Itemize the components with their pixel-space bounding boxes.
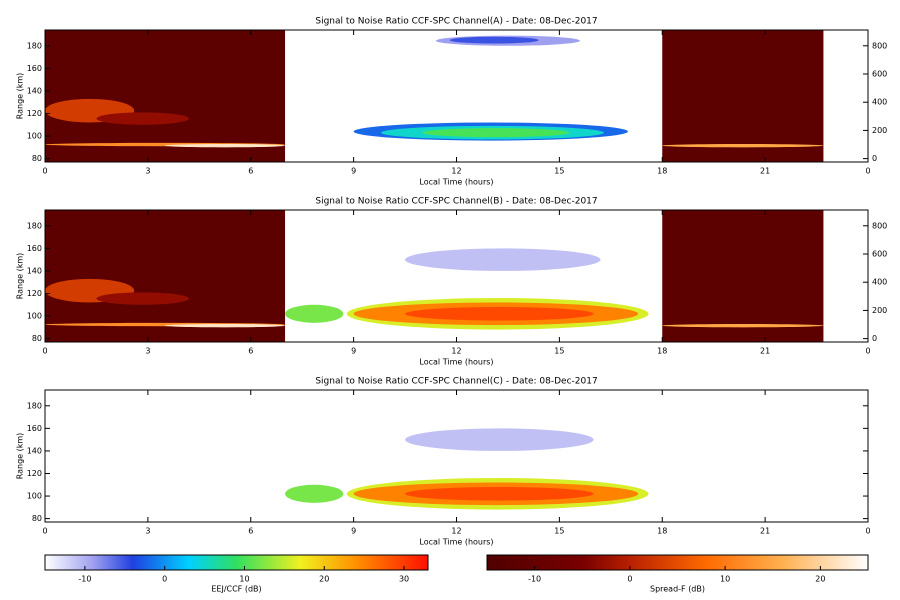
- x-tick-label: 6: [248, 347, 253, 356]
- x-tick-label: 0: [42, 347, 47, 356]
- spreadf-region: [96, 292, 190, 305]
- background-region: [45, 30, 286, 162]
- eej-region: [285, 304, 344, 323]
- background-region: [662, 30, 824, 162]
- x-tick-label: 0: [865, 347, 870, 356]
- background-region: [45, 210, 286, 342]
- eej-region: [285, 484, 344, 503]
- colorbar-tick-label: 30: [399, 575, 409, 584]
- colorbar: [486, 554, 869, 571]
- y-tick-label: 80: [32, 334, 42, 343]
- x-tick-label: 9: [351, 527, 356, 536]
- x-tick-label: 12: [451, 167, 461, 176]
- chart-title: Signal to Noise Ratio CCF-SPC Channel(B)…: [315, 197, 597, 207]
- x-tick-label: 6: [248, 527, 253, 536]
- background-region: [662, 210, 824, 342]
- spreadf-region: [165, 143, 286, 148]
- eej-region: [405, 428, 594, 451]
- y-axis-label: Range (km): [16, 253, 25, 300]
- y2-tick-label: 600: [872, 70, 887, 79]
- colorbar-tick-label: -10: [528, 575, 541, 584]
- plot-area: [45, 210, 824, 342]
- x-tick-label: 0: [865, 167, 870, 176]
- y-tick-label: 100: [27, 492, 42, 501]
- y2-tick-label: 800: [872, 221, 887, 230]
- spreadf-region: [662, 143, 824, 148]
- y2-tick-label: 0: [872, 334, 877, 343]
- y2-tick-label: 200: [872, 126, 887, 135]
- x-tick-label: 0: [42, 167, 47, 176]
- y-axis-label: Range (km): [16, 433, 25, 480]
- x-tick-label: 12: [451, 347, 461, 356]
- eej-region: [405, 248, 601, 271]
- colorbar-tick-label: 0: [162, 575, 167, 584]
- y-tick-label: 160: [27, 244, 42, 253]
- x-axis-label: Local Time (hours): [419, 538, 493, 547]
- y-tick-label: 140: [27, 446, 42, 455]
- x-tick-label: 15: [554, 527, 564, 536]
- x-tick-label: 21: [760, 347, 770, 356]
- x-tick-label: 15: [554, 167, 564, 176]
- plot-area: [285, 428, 649, 510]
- colorbar-label: EEJ/CCF (dB): [211, 585, 261, 594]
- y2-tick-label: 600: [872, 250, 887, 259]
- y-tick-label: 100: [27, 312, 42, 321]
- spreadf-region: [165, 323, 286, 328]
- colorbar-tick-label: 10: [720, 575, 730, 584]
- y-tick-label: 80: [32, 154, 42, 163]
- y-tick-label: 120: [27, 109, 42, 118]
- x-tick-label: 3: [145, 167, 150, 176]
- x-tick-label: 21: [760, 167, 770, 176]
- y-tick-label: 140: [27, 266, 42, 275]
- x-tick-label: 6: [248, 167, 253, 176]
- colorbar-tick-label: 10: [239, 575, 249, 584]
- x-tick-label: 18: [657, 167, 667, 176]
- x-axis-label: Local Time (hours): [419, 358, 493, 367]
- eej-region: [405, 487, 594, 501]
- y2-tick-label: 400: [872, 278, 887, 287]
- y-tick-label: 180: [27, 221, 42, 230]
- y-tick-label: 120: [27, 469, 42, 478]
- eej-region: [405, 307, 594, 321]
- colorbar-tick-label: 20: [319, 575, 329, 584]
- y-tick-label: 120: [27, 289, 42, 298]
- eej-region: [449, 36, 539, 44]
- colorbar: [44, 554, 429, 571]
- y-tick-label: 100: [27, 132, 42, 141]
- y-tick-label: 180: [27, 41, 42, 50]
- y-tick-label: 140: [27, 86, 42, 95]
- colorbar-label: Spread-F (dB): [650, 585, 705, 594]
- y2-tick-label: 200: [872, 306, 887, 315]
- x-tick-label: 0: [865, 527, 870, 536]
- chart-title: Signal to Noise Ratio CCF-SPC Channel(C)…: [315, 377, 597, 387]
- spreadf-region: [96, 112, 190, 125]
- x-tick-label: 12: [451, 527, 461, 536]
- x-tick-label: 3: [145, 527, 150, 536]
- spreadf-region: [662, 323, 824, 328]
- y-axis-label: Range (km): [16, 73, 25, 120]
- x-tick-label: 18: [657, 347, 667, 356]
- colorbar-tick-label: 0: [627, 575, 632, 584]
- plot-area: [45, 30, 824, 162]
- y2-tick-label: 0: [872, 154, 877, 163]
- colorbar-tick-label: -10: [78, 575, 91, 584]
- x-tick-label: 15: [554, 347, 564, 356]
- y-tick-label: 160: [27, 424, 42, 433]
- colorbar-tick-label: 20: [815, 575, 825, 584]
- chart-title: Signal to Noise Ratio CCF-SPC Channel(A)…: [315, 17, 597, 27]
- x-tick-label: 3: [145, 347, 150, 356]
- eej-region: [422, 128, 570, 138]
- y-tick-label: 80: [32, 514, 42, 523]
- x-axis-label: Local Time (hours): [419, 178, 493, 187]
- x-tick-label: 0: [42, 527, 47, 536]
- y-tick-label: 180: [27, 401, 42, 410]
- x-tick-label: 21: [760, 527, 770, 536]
- x-tick-label: 18: [657, 527, 667, 536]
- y2-tick-label: 800: [872, 41, 887, 50]
- y2-tick-label: 400: [872, 98, 887, 107]
- x-tick-label: 9: [351, 167, 356, 176]
- y-tick-label: 160: [27, 64, 42, 73]
- x-tick-label: 9: [351, 347, 356, 356]
